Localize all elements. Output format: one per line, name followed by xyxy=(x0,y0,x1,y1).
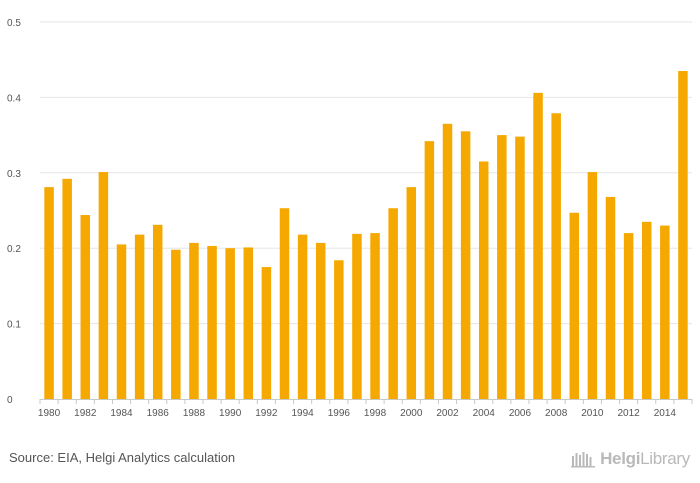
y-tick-label: 0.1 xyxy=(7,320,21,331)
bar-1990[interactable] xyxy=(225,248,235,399)
y-tick-label: 0 xyxy=(7,395,13,406)
source-note: Source: EIA, Helgi Analytics calculation xyxy=(9,450,236,465)
bar-2013[interactable] xyxy=(641,221,652,399)
x-tick-label: 1988 xyxy=(183,408,206,419)
bar-1987[interactable] xyxy=(171,249,181,399)
bar-1992[interactable] xyxy=(261,267,272,399)
bar-1989[interactable] xyxy=(207,245,217,399)
bar-2005[interactable] xyxy=(497,135,507,399)
bar-1997[interactable] xyxy=(352,233,362,399)
x-tick-label: 2006 xyxy=(509,408,532,419)
bar-2015[interactable] xyxy=(678,71,688,399)
y-tick-label: 0.4 xyxy=(7,93,21,104)
bar-2009[interactable] xyxy=(569,212,580,399)
bar-2006[interactable] xyxy=(515,136,525,399)
bar-1985[interactable] xyxy=(134,234,145,399)
bar-2000[interactable] xyxy=(406,187,417,399)
bar-2014[interactable] xyxy=(660,225,670,399)
bar-1993[interactable] xyxy=(279,208,290,399)
y-tick-label: 0.5 xyxy=(7,18,21,29)
bar-1984[interactable] xyxy=(116,244,127,399)
x-tick-label: 1998 xyxy=(364,408,387,419)
brand-name-library: Library xyxy=(640,449,690,468)
bar-1991[interactable] xyxy=(243,247,254,399)
x-tick-label: 1984 xyxy=(110,408,133,419)
x-tick-label: 1992 xyxy=(255,408,278,419)
bar-2010[interactable] xyxy=(587,172,598,399)
bar-2003[interactable] xyxy=(460,131,471,399)
bar-1998[interactable] xyxy=(370,233,380,399)
bar-2012[interactable] xyxy=(623,233,634,399)
x-tick-label: 1982 xyxy=(74,408,97,419)
bars xyxy=(44,71,688,399)
x-tick-label: 1994 xyxy=(291,408,314,419)
bar-1986[interactable] xyxy=(152,224,163,399)
helgi-library-logo-icon xyxy=(571,452,596,468)
x-tick-label: 2014 xyxy=(654,408,677,419)
bar-1994[interactable] xyxy=(297,234,308,399)
x-tick-label: 1986 xyxy=(147,408,170,419)
y-tick-label: 0.2 xyxy=(7,244,21,255)
brand-name-helgi: Helgi xyxy=(600,449,641,468)
bar-1981[interactable] xyxy=(62,178,72,399)
x-tick-label: 2004 xyxy=(473,408,496,419)
x-tick-label: 2008 xyxy=(545,408,568,419)
x-tick-label: 1996 xyxy=(328,408,351,419)
bar-2011[interactable] xyxy=(605,196,616,399)
bar-2008[interactable] xyxy=(551,113,561,399)
bar-1988[interactable] xyxy=(189,242,199,399)
bar-2002[interactable] xyxy=(442,123,453,399)
x-tick-label: 1980 xyxy=(38,408,61,419)
x-axis: 1980 1982 1984 1986 1988 1990 1992 1994 1996 1998… xyxy=(38,399,693,419)
gridlines xyxy=(40,21,692,325)
bar-1996[interactable] xyxy=(334,260,344,399)
brand-logo[interactable]: Helgi Library xyxy=(571,449,690,469)
bar-2004[interactable] xyxy=(478,161,489,399)
bar-2001[interactable] xyxy=(424,141,435,399)
bar-1999[interactable] xyxy=(388,208,398,399)
bar-2007[interactable] xyxy=(533,92,543,399)
bar-1983[interactable] xyxy=(98,172,109,399)
x-tick-label: 2002 xyxy=(436,408,459,419)
x-tick-label: 2010 xyxy=(581,408,604,419)
bar-1980[interactable] xyxy=(44,187,54,399)
bar-1982[interactable] xyxy=(80,215,91,399)
x-tick-label: 2000 xyxy=(400,408,423,419)
y-axis-ticks: 0 0.1 0.2 0.3 0.4 0.5 xyxy=(7,18,21,406)
x-tick-label: 2012 xyxy=(617,408,640,419)
x-tick-label: 1990 xyxy=(219,408,242,419)
y-tick-label: 0.3 xyxy=(7,169,21,180)
bar-1995[interactable] xyxy=(315,242,326,399)
